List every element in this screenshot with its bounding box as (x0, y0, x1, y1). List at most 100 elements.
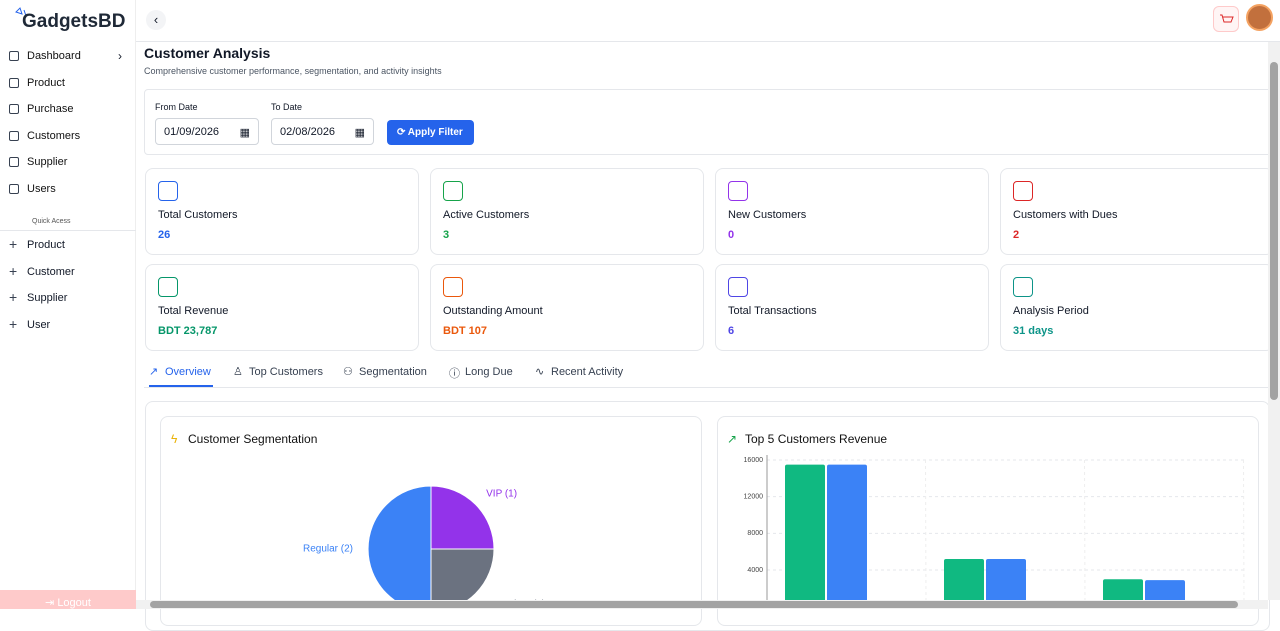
bar (1103, 579, 1143, 600)
pie-slice (430, 485, 495, 550)
quick-item[interactable]: + User (0, 316, 136, 336)
quick-access-title: Quick Acess (32, 218, 71, 225)
tab-label: Top Customers (249, 366, 323, 378)
avatar[interactable] (1246, 4, 1273, 31)
apply-filter-label: Apply Filter (407, 127, 463, 138)
stat-value: 6 (728, 325, 735, 337)
from-input[interactable]: 01/09/2026 ▦ (155, 118, 259, 145)
nav-item[interactable]: Product (0, 74, 136, 94)
y-tick-label: 8000 (747, 530, 763, 537)
tab[interactable]: Segmentation ⚇ (343, 365, 427, 387)
nav-item[interactable]: Dashboard › (0, 47, 136, 67)
nav-icon (9, 157, 19, 168)
stat-icon (443, 181, 463, 201)
nav-item[interactable]: Customers (0, 127, 136, 147)
nav-item[interactable]: Purchase (0, 100, 136, 120)
tab-icon: ♙ (233, 366, 243, 378)
nav-icon (9, 130, 19, 141)
bar (827, 464, 867, 600)
bar (986, 559, 1026, 600)
stat-label: Total Customers (158, 209, 238, 221)
tabs-divider (144, 387, 1270, 388)
nav-icon (9, 77, 19, 88)
chart-icon: ϟ (171, 432, 178, 446)
logout-button[interactable]: ⇥ Logout (0, 590, 136, 609)
stat-icon (728, 277, 748, 297)
page-title: Customer Analysis (144, 45, 271, 61)
tab[interactable]: Overview ↗ (149, 365, 213, 387)
stat-label: Outstanding Amount (443, 305, 543, 317)
quick-label: Supplier (27, 292, 68, 305)
grid-line-v (1243, 459, 1245, 600)
quick-item[interactable]: + Supplier (0, 289, 136, 309)
nav-label: Dashboard (27, 50, 81, 62)
y-tick-label: 16000 (744, 457, 764, 464)
grid-line-v (1084, 459, 1086, 600)
stat-card: Total Customers 26 (145, 168, 419, 255)
quick-label: Customer (27, 265, 75, 278)
stat-label: Total Transactions (728, 305, 817, 317)
y-tick-label: 12000 (744, 494, 764, 501)
plus-icon: + (9, 262, 18, 279)
nav-icon (9, 104, 19, 115)
to-input[interactable]: 02/08/2026 ▦ (271, 118, 374, 145)
stat-value: 0 (728, 229, 735, 241)
tab-label: Recent Activity (551, 366, 624, 378)
vertical-scrollbar[interactable] (1268, 42, 1280, 600)
quick-item[interactable]: + Product (0, 236, 136, 256)
nav-item[interactable]: Users (0, 180, 136, 200)
chart-title: Top 5 Customers Revenue (745, 432, 887, 446)
stat-card: Total Revenue BDT 23,787 (145, 264, 419, 351)
tab[interactable]: Long Due ⓘ (449, 365, 513, 387)
stat-value: BDT 107 (443, 325, 488, 337)
page-subtitle: Comprehensive customer performance, segm… (144, 66, 442, 76)
plus-icon: + (9, 315, 18, 332)
tab-label: Segmentation (359, 366, 427, 378)
stat-card: Outstanding Amount BDT 107 (430, 264, 704, 351)
horizontal-scrollbar[interactable] (136, 600, 1268, 609)
topbar: ‹ (136, 0, 1280, 42)
stat-value: BDT 23,787 (158, 325, 218, 337)
tab[interactable]: Recent Activity ∿ (535, 365, 623, 387)
stat-label: Analysis Period (1013, 305, 1089, 317)
nav-icon (9, 51, 19, 61)
cart-button[interactable] (1213, 6, 1239, 32)
logo-icon (15, 7, 27, 17)
tab-label: Long Due (465, 366, 513, 378)
back-button[interactable]: ‹ (146, 10, 166, 30)
logout-label: Logout (57, 597, 91, 609)
stat-card: Total Transactions 6 (715, 264, 989, 351)
from-label: From Date (155, 102, 198, 112)
nav-icon (9, 184, 19, 194)
stat-card: New Customers 0 (715, 168, 989, 255)
tab-icon: ↗ (149, 366, 159, 378)
nav-label: Product (27, 76, 65, 89)
stat-value: 31 days (1013, 325, 1054, 337)
quick-item[interactable]: + Customer (0, 263, 136, 283)
nav-item[interactable]: Supplier (0, 153, 136, 173)
stat-card: Active Customers 3 (430, 168, 704, 255)
tab-icon: ⚇ (343, 366, 353, 378)
bar (785, 464, 825, 600)
plus-icon: + (9, 289, 18, 306)
filter-panel: From Date 01/09/2026 ▦ To Date 02/08/2026… (144, 89, 1274, 155)
tab-icon: ∿ (535, 366, 545, 378)
stat-label: New Customers (728, 209, 807, 221)
apply-filter-button[interactable]: ⟳ Apply Filter (387, 120, 474, 145)
tab[interactable]: Top Customers ♙ (233, 365, 323, 387)
stat-icon (728, 181, 748, 201)
stat-label: Total Revenue (158, 305, 229, 317)
stat-icon (1013, 277, 1033, 297)
stat-icon (158, 181, 178, 201)
sidebar: GadgetsBD Quick Acess ⇥ Logout Dashboard… (0, 0, 136, 609)
quick-label: User (27, 318, 51, 331)
nav-label: Supplier (27, 156, 68, 169)
stat-value: 2 (1013, 229, 1020, 241)
tab-icon: ⓘ (449, 368, 460, 380)
chart-title: Customer Segmentation (188, 432, 317, 446)
nav-chevron: › (118, 49, 122, 63)
pie-slice (367, 485, 432, 600)
divider (0, 230, 136, 231)
plus-icon: + (9, 236, 18, 252)
